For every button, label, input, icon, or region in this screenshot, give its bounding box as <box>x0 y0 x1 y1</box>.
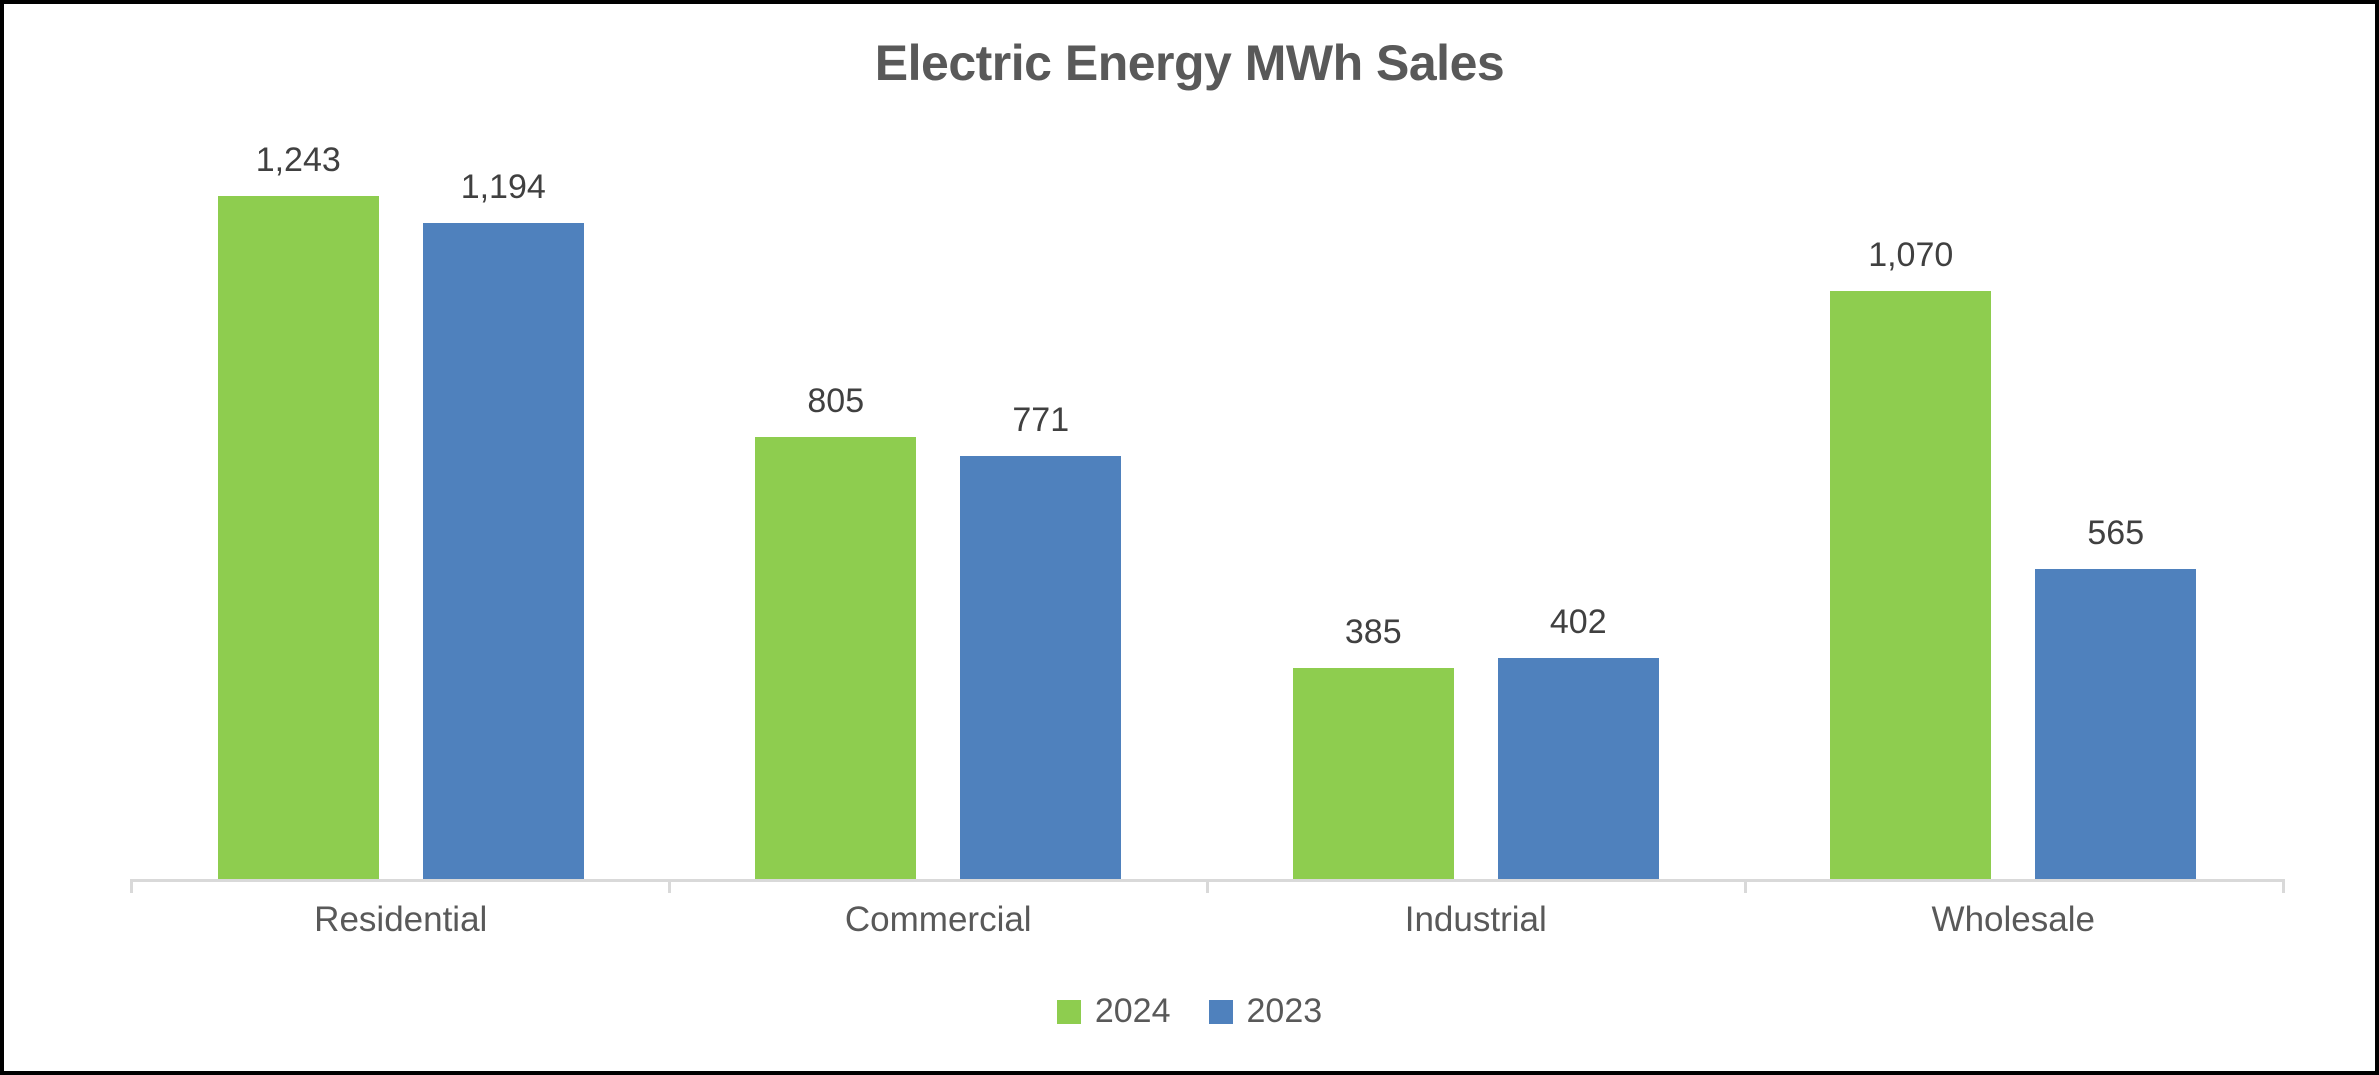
bar-2023-residential <box>422 223 584 879</box>
bar-2023-commercial <box>960 456 1122 879</box>
legend-item-2023: 2023 <box>1208 992 1323 1031</box>
x-axis-tick <box>1206 879 1209 893</box>
x-axis-tick <box>130 879 133 893</box>
bar-value-label-2024-wholesale: 1,070 <box>1868 236 1954 274</box>
bar-2023-industrial <box>1497 658 1659 879</box>
bar-wrap-2023-commercial: 771 <box>960 401 1122 879</box>
bar-value-label-2023-commercial: 771 <box>1012 401 1070 439</box>
bar-2023-wholesale <box>2035 569 2197 879</box>
bar-2024-industrial <box>1292 668 1454 879</box>
bar-wrap-2024-industrial: 385 <box>1292 613 1454 879</box>
category-group-wholesale: 1,070 565 <box>1745 132 2283 879</box>
category-label-wholesale: Wholesale <box>1931 900 2095 939</box>
legend-label-2024: 2024 <box>1094 992 1171 1030</box>
category-group-commercial: 805 771 <box>670 132 1208 879</box>
x-axis-tick <box>668 879 671 893</box>
chart-title: Electric Energy MWh Sales <box>874 35 1505 91</box>
bar-value-label-2023-residential: 1,194 <box>460 168 546 206</box>
bar-value-label-2024-commercial: 805 <box>807 382 865 420</box>
category-label-commercial: Commercial <box>844 900 1032 939</box>
x-axis-tick <box>2282 879 2285 893</box>
legend-item-2024: 2024 <box>1056 992 1171 1031</box>
x-axis-category-labels: Residential Commercial Industrial Wholesale <box>132 900 2282 940</box>
bar-2024-commercial <box>755 437 917 879</box>
bar-wrap-2024-wholesale: 1,070 <box>1830 236 1992 879</box>
x-axis-tick <box>1744 879 1747 893</box>
bar-wrap-2023-industrial: 402 <box>1497 603 1659 879</box>
legend-label-2023: 2023 <box>1246 992 1323 1030</box>
bar-2024-residential <box>217 196 379 879</box>
bar-wrap-2024-commercial: 805 <box>755 382 917 879</box>
bar-wrap-2023-residential: 1,194 <box>422 168 584 879</box>
bar-value-label-2023-industrial: 402 <box>1549 603 1607 641</box>
category-group-residential: 1,243 1,194 <box>132 132 670 879</box>
category-group-industrial: 385 402 <box>1207 132 1745 879</box>
bar-wrap-2023-wholesale: 565 <box>2035 514 2197 879</box>
bar-value-label-2023-wholesale: 565 <box>2087 514 2145 552</box>
legend-swatch-2024 <box>1056 999 1081 1024</box>
legend: 2024 2023 <box>4 992 2375 1031</box>
category-label-residential: Residential <box>314 900 488 939</box>
bar-2024-wholesale <box>1830 291 1992 879</box>
plot-area: 1,243 1,194 805 771 385 402 1,070 565 <box>132 132 2282 879</box>
bar-value-label-2024-industrial: 385 <box>1344 613 1402 651</box>
bar-value-label-2024-residential: 1,243 <box>255 141 341 179</box>
category-label-industrial: Industrial <box>1404 900 1547 939</box>
bar-wrap-2024-residential: 1,243 <box>217 141 379 879</box>
legend-swatch-2023 <box>1208 999 1233 1024</box>
